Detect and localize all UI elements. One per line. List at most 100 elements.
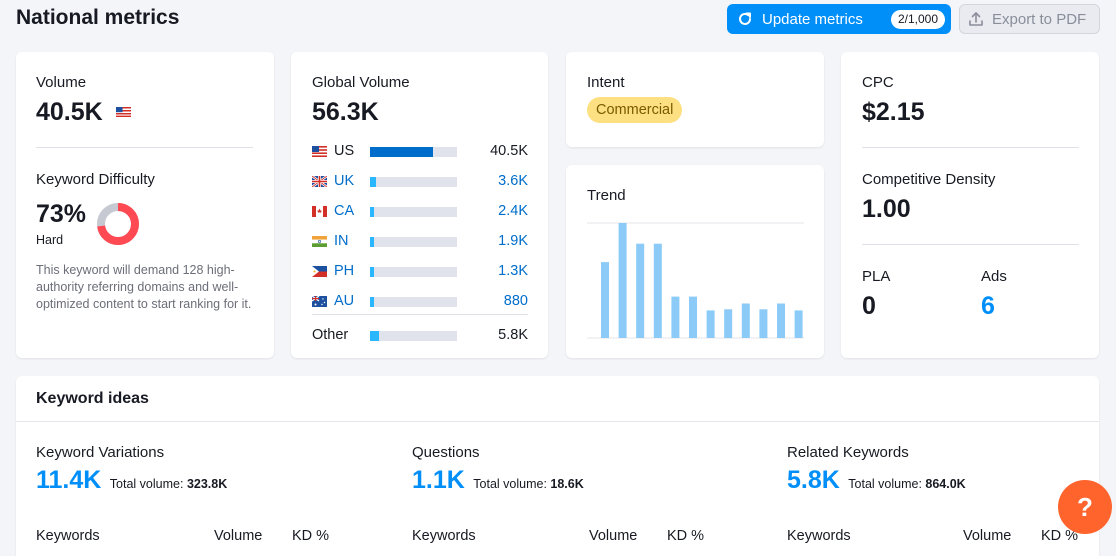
intent-label: Intent xyxy=(587,74,625,91)
volume-label: Volume xyxy=(36,74,87,91)
ads-label: Ads xyxy=(981,268,1007,285)
country-row-uk[interactable]: UK 3.6K xyxy=(312,173,528,189)
total-volume-text: Total volume: 18.6K xyxy=(473,477,584,491)
country-row-us: US 40.5K xyxy=(312,143,528,159)
trend-bar[interactable] xyxy=(636,243,645,338)
country-bar-track xyxy=(370,297,457,307)
competitive-density-value: 1.00 xyxy=(862,195,911,223)
trend-bar[interactable] xyxy=(601,262,609,338)
column-header-volume: Volume xyxy=(589,528,638,544)
trend-bar[interactable] xyxy=(689,296,697,338)
trend-bar[interactable] xyxy=(724,309,733,339)
keyword-variations-count[interactable]: 11.4K xyxy=(36,466,102,494)
kd-donut-chart xyxy=(97,203,139,245)
country-volume[interactable]: 880 xyxy=(503,293,528,309)
export-pdf-label: Export to PDF xyxy=(992,10,1087,28)
country-volume[interactable]: 1.9K xyxy=(498,233,528,249)
country-bar-fill xyxy=(370,237,374,247)
country-bar-fill xyxy=(370,177,376,187)
country-bar-fill xyxy=(370,297,374,307)
pla-value: 0 xyxy=(862,292,876,320)
column-header-volume: Volume xyxy=(214,528,263,544)
country-code[interactable]: PH xyxy=(334,263,355,279)
column-header-kd: KD % xyxy=(292,528,330,544)
divider xyxy=(312,314,528,315)
header: National metrics Update metrics 2/1,000 … xyxy=(16,0,1116,40)
ads-value[interactable]: 6 xyxy=(981,292,995,320)
volume-value: 40.5K xyxy=(36,98,103,126)
country-code[interactable]: AU xyxy=(334,293,355,309)
related-keywords-count[interactable]: 5.8K xyxy=(787,466,840,494)
questions-count[interactable]: 1.1K xyxy=(412,466,465,494)
ca-flag-icon xyxy=(312,205,327,217)
global-volume-card: Global Volume 56.3K US 40.5K UK 3.6K CA 2.4K I… xyxy=(291,52,548,358)
intent-badge: Commercial xyxy=(587,97,683,123)
kd-description: This keyword will demand 128 high-author… xyxy=(36,263,252,311)
questions-column: Questions 1.1K Total volume: 18.6K xyxy=(412,444,752,495)
au-flag-icon xyxy=(312,295,327,307)
update-metrics-button[interactable]: Update metrics 2/1,000 xyxy=(727,4,951,34)
column-header-keywords: Keywords xyxy=(787,528,851,544)
kd-label: Keyword Difficulty xyxy=(36,171,155,188)
divider xyxy=(36,147,253,148)
country-row-ca[interactable]: CA 2.4K xyxy=(312,203,528,219)
update-metrics-label: Update metrics xyxy=(762,10,863,28)
cpc-label: CPC xyxy=(862,74,894,91)
column-header-kd: KD % xyxy=(1041,528,1079,544)
country-bar-fill xyxy=(370,267,374,277)
country-bar-track xyxy=(370,147,457,157)
page-title: National metrics xyxy=(16,6,180,29)
other-label: Other xyxy=(312,327,349,343)
country-row-au[interactable]: AU 880 xyxy=(312,293,528,309)
us-flag-icon xyxy=(312,145,327,157)
trend-bar[interactable] xyxy=(741,303,750,339)
kd-donut-fill xyxy=(97,203,139,245)
trend-bar[interactable] xyxy=(706,310,715,338)
ph-flag-icon xyxy=(312,265,327,277)
country-volume[interactable]: 2.4K xyxy=(498,203,528,219)
refresh-icon xyxy=(739,12,751,25)
help-button[interactable]: ? xyxy=(1058,480,1112,534)
competitive-density-label: Competitive Density xyxy=(862,171,996,188)
country-code[interactable]: CA xyxy=(334,203,355,219)
country-code[interactable]: IN xyxy=(334,233,349,249)
total-volume-value: 18.6K xyxy=(550,477,584,491)
country-row-ph[interactable]: PH 1.3K xyxy=(312,263,528,279)
keyword-ideas-card: Keyword ideas Keyword Variations 11.4K T… xyxy=(16,376,1099,556)
country-volume[interactable]: 3.6K xyxy=(498,173,528,189)
country-bar-track xyxy=(370,237,457,247)
country-row-other: Other 5.8K xyxy=(312,327,528,343)
global-volume-label: Global Volume xyxy=(312,74,410,91)
total-volume-text: Total volume: 323.8K xyxy=(110,477,227,491)
trend-bar[interactable] xyxy=(777,303,785,339)
trend-chart xyxy=(587,222,804,339)
trend-bar[interactable] xyxy=(794,310,803,338)
total-volume-value: 323.8K xyxy=(186,477,228,491)
keyword-variations-column: Keyword Variations 11.4K Total volume: 3… xyxy=(36,444,376,495)
column-header-keywords: Keywords xyxy=(412,528,476,544)
total-volume-label: Total volume: xyxy=(109,477,184,491)
questions-label: Questions xyxy=(412,444,480,461)
trend-bar[interactable] xyxy=(759,309,768,339)
kd-value: 73% xyxy=(36,200,87,228)
us-flag-icon xyxy=(115,106,131,117)
uk-flag-icon xyxy=(312,175,327,187)
trend-label: Trend xyxy=(587,187,626,204)
country-bar-track xyxy=(370,207,457,217)
country-volume[interactable]: 1.3K xyxy=(498,263,528,279)
country-code[interactable]: UK xyxy=(334,173,355,189)
country-bar-track xyxy=(370,177,457,187)
country-row-in[interactable]: IN 1.9K xyxy=(312,233,528,249)
trend-bar[interactable] xyxy=(671,296,680,338)
trend-bar[interactable] xyxy=(653,243,662,338)
keyword-variations-label: Keyword Variations xyxy=(36,444,165,461)
cpc-card: CPC $2.15 Competitive Density 1.00 PLA 0… xyxy=(841,52,1099,358)
volume-card: Volume 40.5K Keyword Difficulty 73% Hard… xyxy=(16,52,274,358)
other-bar-track xyxy=(370,331,457,341)
export-pdf-button[interactable]: Export to PDF xyxy=(959,4,1100,34)
country-volume: 40.5K xyxy=(490,143,528,159)
other-bar-fill xyxy=(370,331,379,341)
divider xyxy=(862,244,1079,245)
trend-bar[interactable] xyxy=(618,223,627,338)
volume-value-row: 40.5K xyxy=(36,98,131,127)
